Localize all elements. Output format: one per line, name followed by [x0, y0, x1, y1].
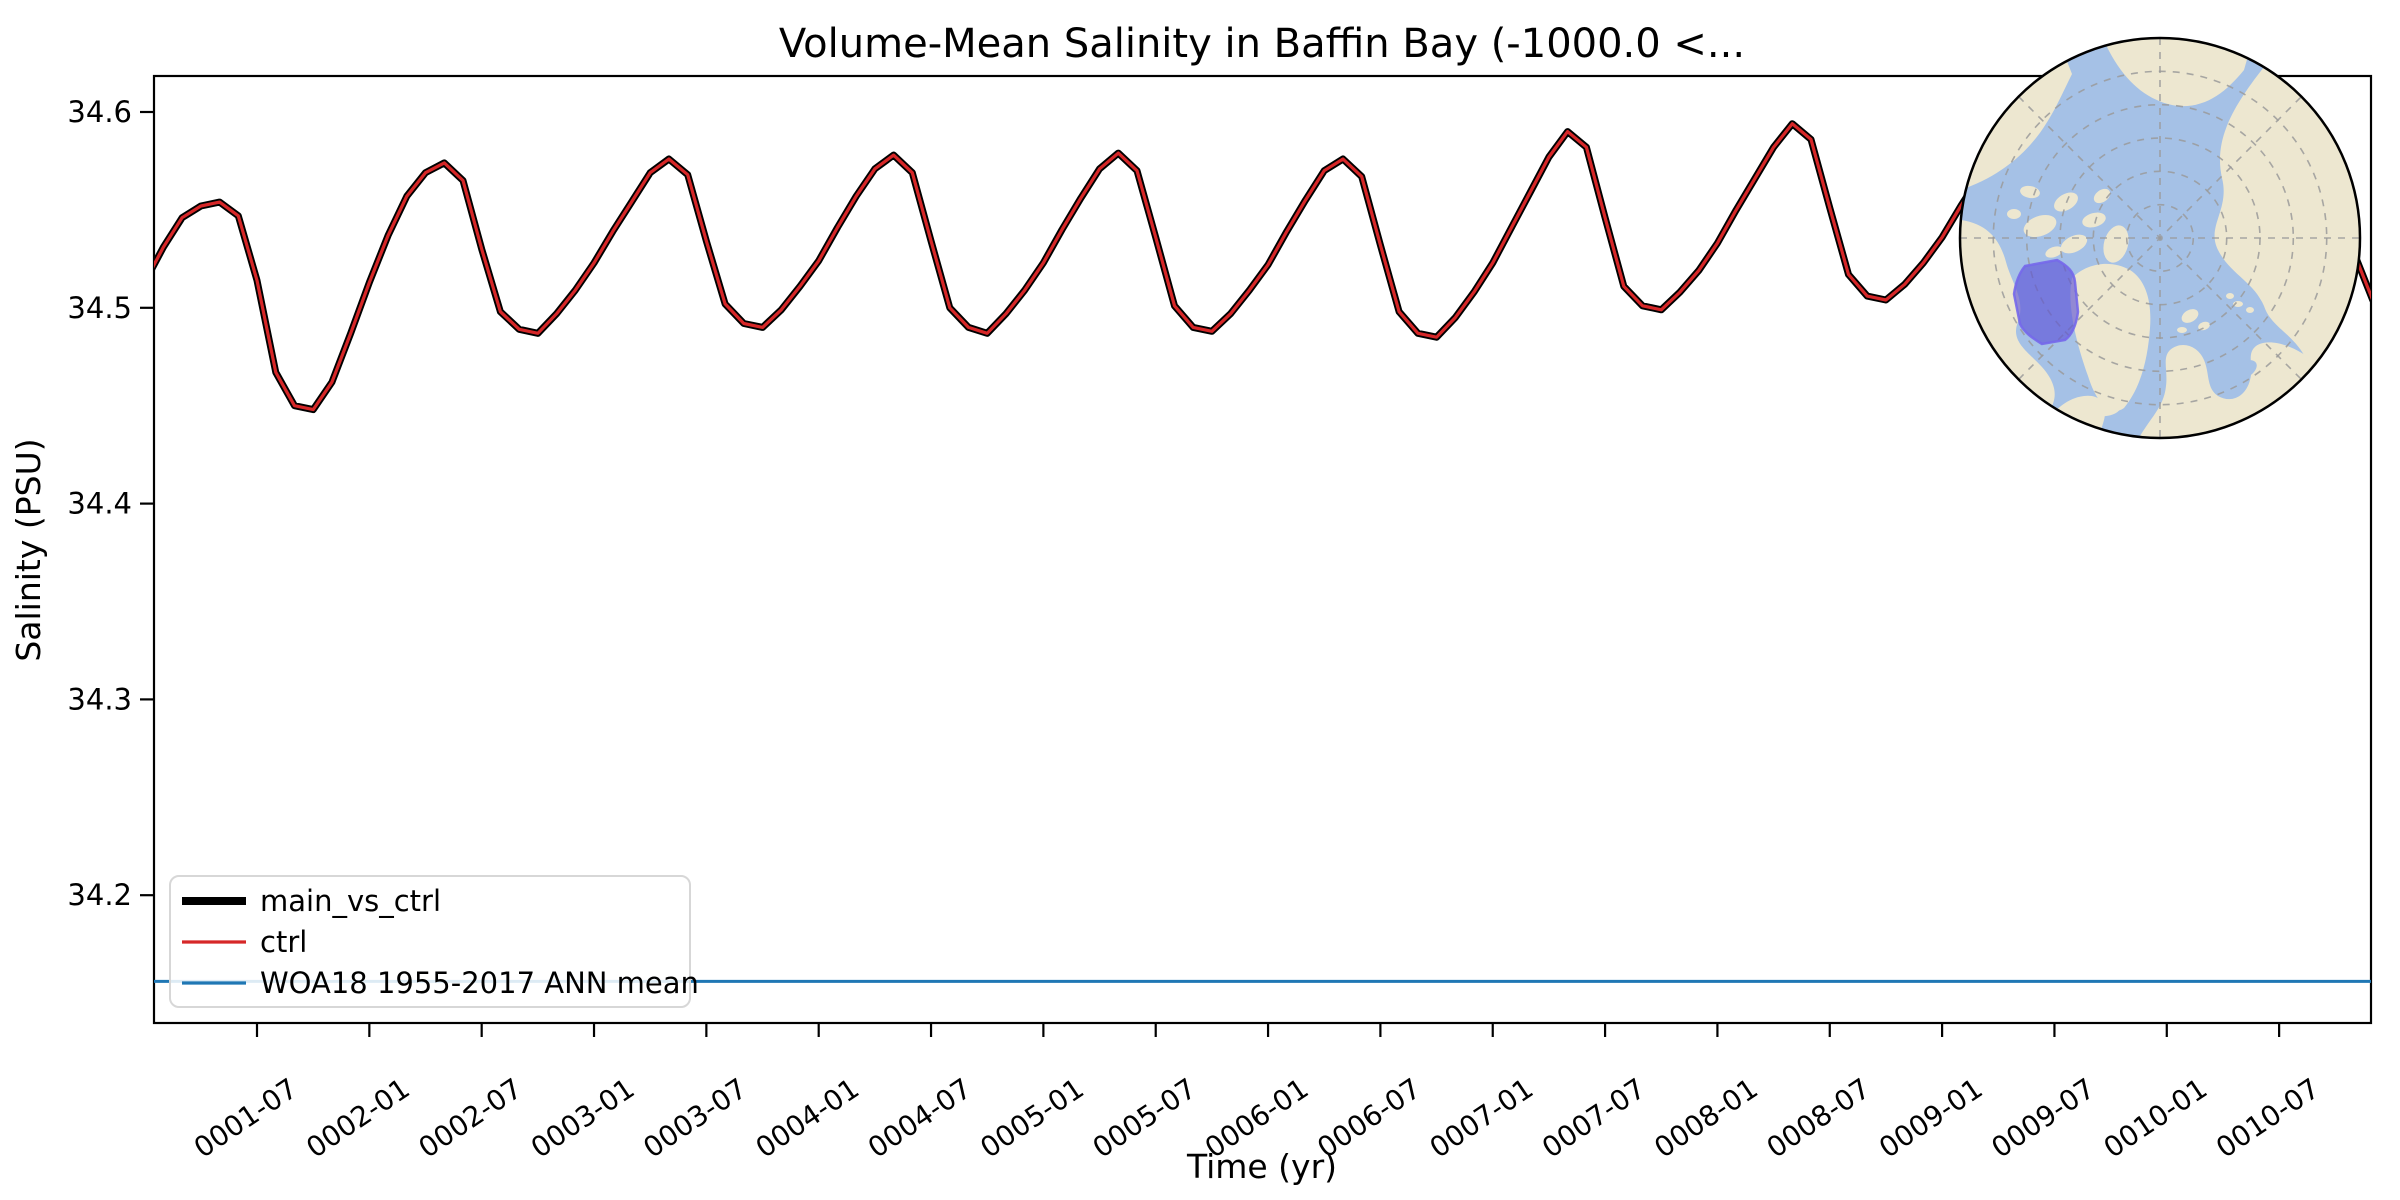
- map-border: [1958, 36, 2362, 440]
- arctic-map-inset: [1958, 36, 2362, 440]
- map-island: [2093, 188, 2111, 204]
- plot-border: [152, 74, 2373, 1025]
- x-tick-label: 0003-01: [525, 1072, 640, 1165]
- x-tick-label: 0010-01: [2098, 1072, 2213, 1165]
- map-island-novaya-zemlya: [2251, 271, 2290, 320]
- map-island: [2007, 209, 2021, 219]
- legend-label-1: main_vs_ctrl: [260, 884, 441, 918]
- map-island-ellesmere: [2103, 225, 2129, 263]
- map-white-sea: [2231, 360, 2257, 380]
- y-tick-label: 34.3: [67, 682, 132, 716]
- x-tick-label: 0002-01: [300, 1072, 415, 1165]
- map-land-europe: [2140, 342, 2350, 437]
- map-land-chukotka: [2106, 39, 2256, 107]
- y-tick-label: 34.5: [67, 291, 132, 325]
- map-land-greenland: [2070, 263, 2151, 412]
- x-tick-label: 0008-07: [1761, 1072, 1876, 1165]
- x-tick-label: 0007-07: [1536, 1072, 1651, 1165]
- map-island: [2045, 246, 2063, 258]
- x-tick-label: 0007-01: [1424, 1072, 1539, 1165]
- map-island: [2060, 234, 2088, 254]
- map-region-baffin-bay: [2012, 258, 2080, 346]
- x-tick-label: 0005-07: [1087, 1072, 1202, 1165]
- map-island: [2177, 327, 2187, 333]
- x-tick-label: 0003-07: [637, 1072, 752, 1165]
- map-island: [2198, 321, 2210, 331]
- x-tick-label: 0009-01: [1873, 1072, 1988, 1165]
- x-tick-label: 0006-07: [1311, 1072, 1426, 1165]
- map-island: [2226, 293, 2234, 299]
- map-graticule: [1961, 39, 2359, 437]
- x-tick-label: 0008-01: [1648, 1072, 1763, 1165]
- y-tick-label: 34.2: [67, 878, 132, 912]
- x-tick-label: 0010-07: [2210, 1072, 2325, 1165]
- x-tick-label: 0009-07: [1985, 1072, 2100, 1165]
- chart-title: Volume-Mean Salinity in Baffin Bay (-100…: [779, 21, 1745, 67]
- map-island-iceland: [2091, 399, 2121, 417]
- x-tick-label: 0004-01: [750, 1072, 865, 1165]
- map-island-svalbard: [2181, 309, 2199, 323]
- y-axis-ticks: 34.6 34.5 34.4 34.3 34.2: [67, 95, 154, 912]
- x-tick-label: 0001-07: [188, 1072, 303, 1165]
- legend-label-2: ctrl: [260, 925, 307, 959]
- y-tick-label: 34.6: [67, 95, 132, 129]
- x-tick-label: 0004-07: [862, 1072, 977, 1165]
- legend-label-3: WOA18 1955-2017 ANN mean: [260, 966, 699, 1000]
- map-island: [2020, 185, 2040, 199]
- x-axis-label: Time (yr): [1186, 1147, 1337, 1186]
- map-island: [2082, 212, 2106, 228]
- y-axis-label: Salinity (PSU): [9, 438, 48, 661]
- x-tick-label: 0005-01: [974, 1072, 1089, 1165]
- y-tick-label: 34.4: [67, 487, 132, 521]
- map-island: [2023, 214, 2057, 238]
- legend-box: [169, 875, 691, 1008]
- x-axis-ticks: 0001-070002-010002-070003-010003-070004-…: [188, 1023, 2326, 1165]
- x-tick-label: 0002-07: [413, 1072, 528, 1165]
- map-island: [2246, 307, 2254, 313]
